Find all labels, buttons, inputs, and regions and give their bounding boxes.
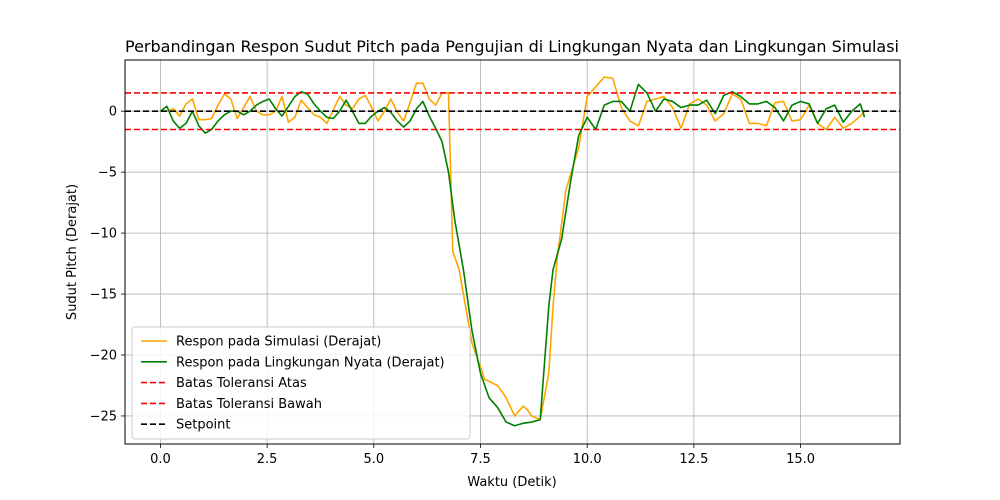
y-tick-label: −10 [90, 227, 117, 242]
legend-label: Respon pada Simulasi (Derajat) [176, 335, 381, 350]
legend: Respon pada Simulasi (Derajat) Respon pad… [131, 326, 471, 440]
chart-title: Perbandingan Respon Sudut Pitch pada Pen… [125, 37, 899, 56]
legend-label: Setpoint [176, 418, 231, 433]
y-tick-label: −25 [90, 409, 117, 424]
legend-box [131, 326, 471, 440]
x-tick-label: 0.0 [150, 452, 171, 467]
y-tick-label: 0 [109, 105, 117, 120]
x-tick-label: 10.0 [573, 452, 602, 467]
y-tick-label: −5 [98, 166, 117, 181]
y-tick-label: −15 [90, 288, 117, 303]
x-tick-label: 15.0 [786, 452, 815, 467]
x-tick-label: 12.5 [679, 452, 708, 467]
x-axis: 0.0 2.5 5.0 7.5 10.0 12.5 15.0 [150, 444, 815, 467]
x-tick-label: 5.0 [363, 452, 384, 467]
x-tick-label: 7.5 [470, 452, 491, 467]
legend-label: Respon pada Lingkungan Nyata (Derajat) [176, 355, 445, 370]
x-axis-label: Waktu (Detik) [467, 475, 556, 490]
y-axis: 0 −5 −10 −15 −20 −25 [90, 105, 125, 424]
legend-label: Batas Toleransi Atas [176, 376, 307, 391]
legend-label: Batas Toleransi Bawah [176, 397, 322, 412]
x-tick-label: 2.5 [257, 452, 278, 467]
y-axis-label: Sudut Pitch (Derajat) [65, 184, 80, 320]
series-line-1 [160, 76, 866, 421]
y-tick-label: −20 [90, 349, 117, 364]
plot-frame [124, 59, 901, 445]
series-lines [125, 76, 900, 427]
